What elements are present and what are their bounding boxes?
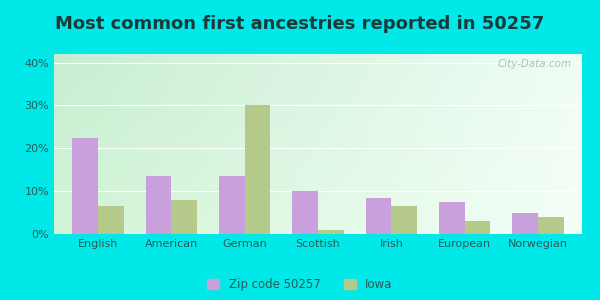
Bar — [73, 138, 98, 234]
Bar — [318, 230, 344, 234]
Bar — [172, 200, 197, 234]
Legend: Zip code 50257, Iowa: Zip code 50257, Iowa — [208, 278, 392, 291]
Text: City-Data.com: City-Data.com — [497, 59, 571, 69]
Bar — [245, 105, 271, 234]
Bar — [292, 191, 318, 234]
Bar — [98, 206, 124, 234]
Bar — [146, 176, 172, 234]
Bar — [439, 202, 464, 234]
Text: Most common first ancestries reported in 50257: Most common first ancestries reported in… — [55, 15, 545, 33]
Bar — [464, 221, 490, 234]
Bar — [538, 217, 563, 234]
Bar — [219, 176, 245, 234]
Bar — [365, 198, 391, 234]
Bar — [391, 206, 417, 234]
Bar — [512, 213, 538, 234]
